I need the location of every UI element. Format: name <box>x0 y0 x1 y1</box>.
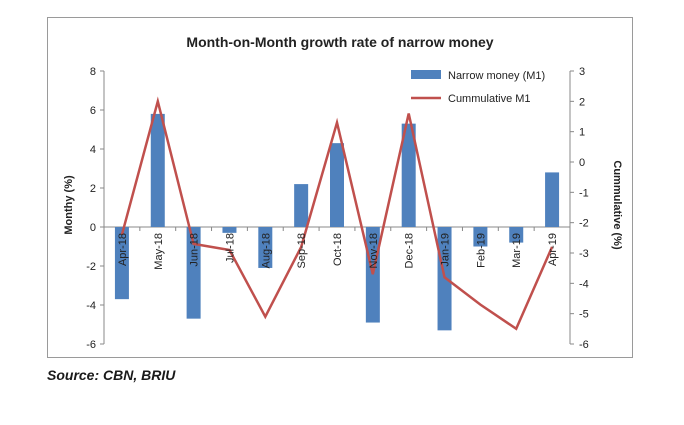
left-tick-label: 0 <box>90 222 96 234</box>
legend-line-label: Cummulative M1 <box>448 93 531 105</box>
category-label: Jul-18 <box>224 233 236 263</box>
category-label: Jan-19 <box>440 233 452 267</box>
bar <box>258 227 273 268</box>
category-label: Apr-18 <box>117 233 129 266</box>
legend: Narrow money (M1) Cummulative M1 <box>411 70 545 105</box>
category-label: Sep-18 <box>296 233 308 268</box>
y-axis-label: Monthy (%) <box>63 175 75 235</box>
left-tick-label: 2 <box>90 183 96 195</box>
cumulative-line <box>120 96 554 331</box>
source-note: Source: CBN, BRIU <box>47 367 176 383</box>
category-label: Feb-19 <box>475 233 487 268</box>
category-label: Oct-18 <box>332 233 344 266</box>
legend-bar-swatch <box>411 70 441 79</box>
left-tick-label: -6 <box>86 339 96 351</box>
right-tick-label: 1 <box>579 127 585 139</box>
bar <box>473 227 488 247</box>
right-tick-label: 0 <box>579 157 585 169</box>
category-label: Jun-18 <box>189 233 201 267</box>
category-label: May-18 <box>153 233 165 270</box>
right-tick-label: -2 <box>579 218 589 230</box>
category-label: Mar-19 <box>511 233 523 268</box>
bar <box>365 227 380 323</box>
bar <box>114 227 129 300</box>
bar <box>150 113 165 227</box>
line-series <box>120 96 554 331</box>
left-axis: 8 6 4 2 0 -2 -4 -6 <box>86 66 105 351</box>
category-label: Dec-18 <box>404 233 416 268</box>
bar <box>186 227 201 319</box>
left-tick-label: -4 <box>86 300 96 312</box>
chart-title: Month-on-Month growth rate of narrow mon… <box>186 34 493 50</box>
bar <box>330 143 344 227</box>
right-tick-label: -5 <box>579 309 589 321</box>
right-tick-label: -6 <box>579 339 589 351</box>
bar <box>222 227 237 233</box>
left-tick-label: 6 <box>90 105 96 117</box>
right-tick-label: -1 <box>579 187 589 199</box>
category-label: Apr-19 <box>547 233 559 266</box>
bar <box>545 172 560 227</box>
category-label: Nov-18 <box>368 233 380 268</box>
bar <box>509 227 524 243</box>
right-tick-label: 2 <box>579 96 585 108</box>
left-tick-label: -2 <box>86 261 96 273</box>
category-label: Aug-18 <box>260 233 272 268</box>
bar <box>401 123 416 227</box>
right-tick-label: -4 <box>579 278 589 290</box>
category-labels: Apr-18 May-18 Jun-18 Jul-18 Aug-18 Sep-18 Oct-… <box>117 233 559 270</box>
right-tick-label: 3 <box>579 66 585 78</box>
right-tick-label: -3 <box>579 248 589 260</box>
left-tick-label: 8 <box>90 66 96 78</box>
right-axis: 3 2 1 0 -1 -2 -3 -4 -5 -6 <box>569 66 589 351</box>
legend-bar-label: Narrow money (M1) <box>448 70 545 82</box>
y2-axis-label: Cummulative (%) <box>611 160 623 250</box>
left-tick-label: 4 <box>90 144 96 156</box>
bars-series <box>114 113 560 331</box>
bar <box>294 184 309 227</box>
zero-line <box>103 226 571 231</box>
